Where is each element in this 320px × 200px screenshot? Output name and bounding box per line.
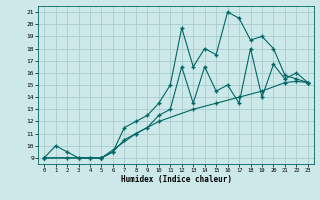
X-axis label: Humidex (Indice chaleur): Humidex (Indice chaleur) <box>121 175 231 184</box>
